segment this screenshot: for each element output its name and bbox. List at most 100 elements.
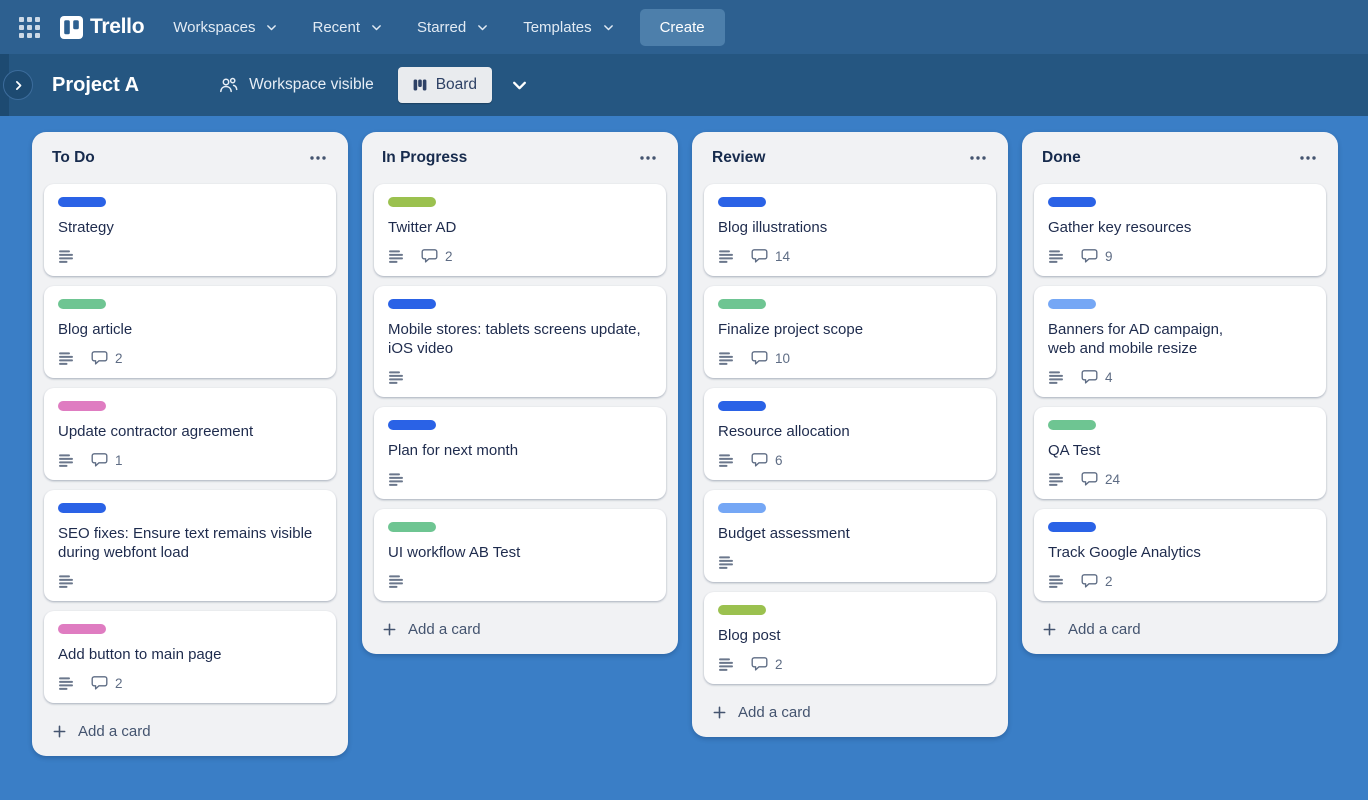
card-label-mint	[718, 299, 766, 309]
list-menu-button[interactable]	[302, 148, 334, 168]
add-card-button[interactable]: Add a card	[374, 613, 666, 646]
comment-badge: 1	[91, 452, 123, 468]
card-title: Blog post	[718, 627, 781, 644]
nav-item-templates[interactable]: Templates	[510, 10, 627, 45]
card-badges: 2	[58, 675, 322, 691]
card[interactable]: Update contractor agreement 1	[44, 388, 336, 480]
trello-logo[interactable]: Trello	[60, 15, 145, 39]
card-badges: 6	[718, 452, 982, 468]
trello-logo-text: Trello	[90, 15, 145, 38]
grid-icon	[18, 16, 40, 38]
card[interactable]: Blog post 2	[704, 592, 996, 684]
comment-count: 4	[1105, 369, 1113, 385]
card-badges	[58, 573, 322, 589]
list-menu-button[interactable]	[1292, 148, 1324, 168]
card-title: Strategy	[58, 219, 114, 236]
card[interactable]: Mobile stores: tablets screens update, i…	[374, 286, 666, 397]
card[interactable]: QA Test 24	[1034, 407, 1326, 499]
card[interactable]: Blog illustrations 14	[704, 184, 996, 276]
comment-icon	[751, 351, 768, 365]
chevron-down-icon	[372, 24, 381, 30]
board-view-button[interactable]: Board	[397, 67, 493, 103]
card[interactable]: Strategy	[44, 184, 336, 276]
add-card-button[interactable]: Add a card	[1034, 613, 1326, 646]
card[interactable]: Finalize project scope 10	[704, 286, 996, 378]
nav-item-label: Recent	[312, 18, 361, 36]
workspace-visibility-button[interactable]: Workspace visible	[213, 68, 380, 103]
create-button[interactable]: Create	[639, 8, 725, 46]
card-badges	[388, 573, 652, 589]
card[interactable]: Blog article 2	[44, 286, 336, 378]
app-switcher-button[interactable]	[10, 8, 48, 46]
card[interactable]: Banners for AD campaign, web and mobile …	[1034, 286, 1326, 397]
card-badges: 14	[718, 248, 982, 264]
sidebar-expand-button[interactable]	[3, 70, 33, 100]
comment-icon	[1081, 249, 1098, 263]
comment-badge: 2	[91, 675, 123, 691]
card[interactable]: Plan for next month	[374, 407, 666, 499]
card[interactable]: Track Google Analytics 2	[1034, 509, 1326, 601]
description-icon	[389, 250, 403, 263]
comment-icon	[91, 453, 108, 467]
list-title: In Progress	[382, 149, 468, 166]
card-title: Resource allocation	[718, 423, 850, 440]
card-badges: 9	[1048, 248, 1312, 264]
comment-count: 9	[1105, 248, 1113, 264]
card-badges: 1	[58, 452, 322, 468]
chevron-down-icon	[603, 24, 613, 30]
comment-count: 24	[1105, 471, 1121, 487]
comment-icon	[91, 351, 108, 365]
comment-icon	[91, 676, 108, 690]
card[interactable]: Resource allocation 6	[704, 388, 996, 480]
comment-icon	[1081, 370, 1098, 384]
nav-item-label: Starred	[417, 18, 467, 36]
card-badges: 10	[718, 350, 982, 366]
card[interactable]: Budget assessment	[704, 490, 996, 582]
card-stack: Blog illustrations 14 Finalize project sco…	[704, 184, 996, 684]
add-card-button[interactable]: Add a card	[44, 715, 336, 748]
card-badges: 2	[718, 656, 982, 672]
comment-count: 2	[775, 656, 783, 672]
card[interactable]: Add button to main page 2	[44, 611, 336, 703]
card-badges: 24	[1048, 471, 1312, 487]
card-title: Mobile stores: tablets screens update, i…	[388, 321, 641, 357]
view-switcher-chevron-button[interactable]	[505, 71, 534, 100]
card-label-sky	[1048, 299, 1096, 309]
card[interactable]: UI workflow AB Test	[374, 509, 666, 601]
card-badges: 2	[1048, 573, 1312, 589]
card-title: Track Google Analytics	[1048, 544, 1201, 561]
add-card-label: Add a card	[78, 723, 151, 740]
nav-item-workspaces[interactable]: Workspaces	[160, 10, 291, 45]
chevron-down-icon	[513, 81, 527, 89]
comment-icon	[751, 453, 768, 467]
description-icon	[59, 575, 73, 588]
people-icon	[220, 77, 238, 92]
card-badges: 2	[58, 350, 322, 366]
nav-item-recent[interactable]: Recent	[299, 10, 396, 45]
comment-count: 2	[115, 350, 123, 366]
card[interactable]: Gather key resources 9	[1034, 184, 1326, 276]
card[interactable]: Twitter AD 2	[374, 184, 666, 276]
chevron-down-icon	[267, 24, 277, 30]
comment-count: 1	[115, 452, 123, 468]
ellipsis-icon	[640, 156, 656, 160]
comment-icon	[1081, 574, 1098, 588]
card-label-mint	[58, 299, 106, 309]
nav-item-starred[interactable]: Starred	[404, 10, 502, 45]
add-card-button[interactable]: Add a card	[704, 696, 996, 729]
card[interactable]: SEO fixes: Ensure text remains visible d…	[44, 490, 336, 601]
card-badges: 2	[388, 248, 652, 264]
description-icon	[389, 371, 403, 384]
list-menu-button[interactable]	[632, 148, 664, 168]
card-title: Finalize project scope	[718, 321, 864, 338]
description-icon	[719, 454, 733, 467]
comment-badge: 24	[1081, 471, 1120, 487]
comment-badge: 2	[751, 656, 783, 672]
top-nav: Trello Workspaces Recent Starred Templates …	[0, 0, 1368, 54]
description-icon	[389, 575, 403, 588]
card-label-mint	[1048, 420, 1096, 430]
comment-badge: 2	[91, 350, 123, 366]
plus-icon	[53, 725, 66, 738]
list-review: Review Blog illustrations 14 Finalize proje…	[692, 132, 1008, 737]
list-menu-button[interactable]	[962, 148, 994, 168]
